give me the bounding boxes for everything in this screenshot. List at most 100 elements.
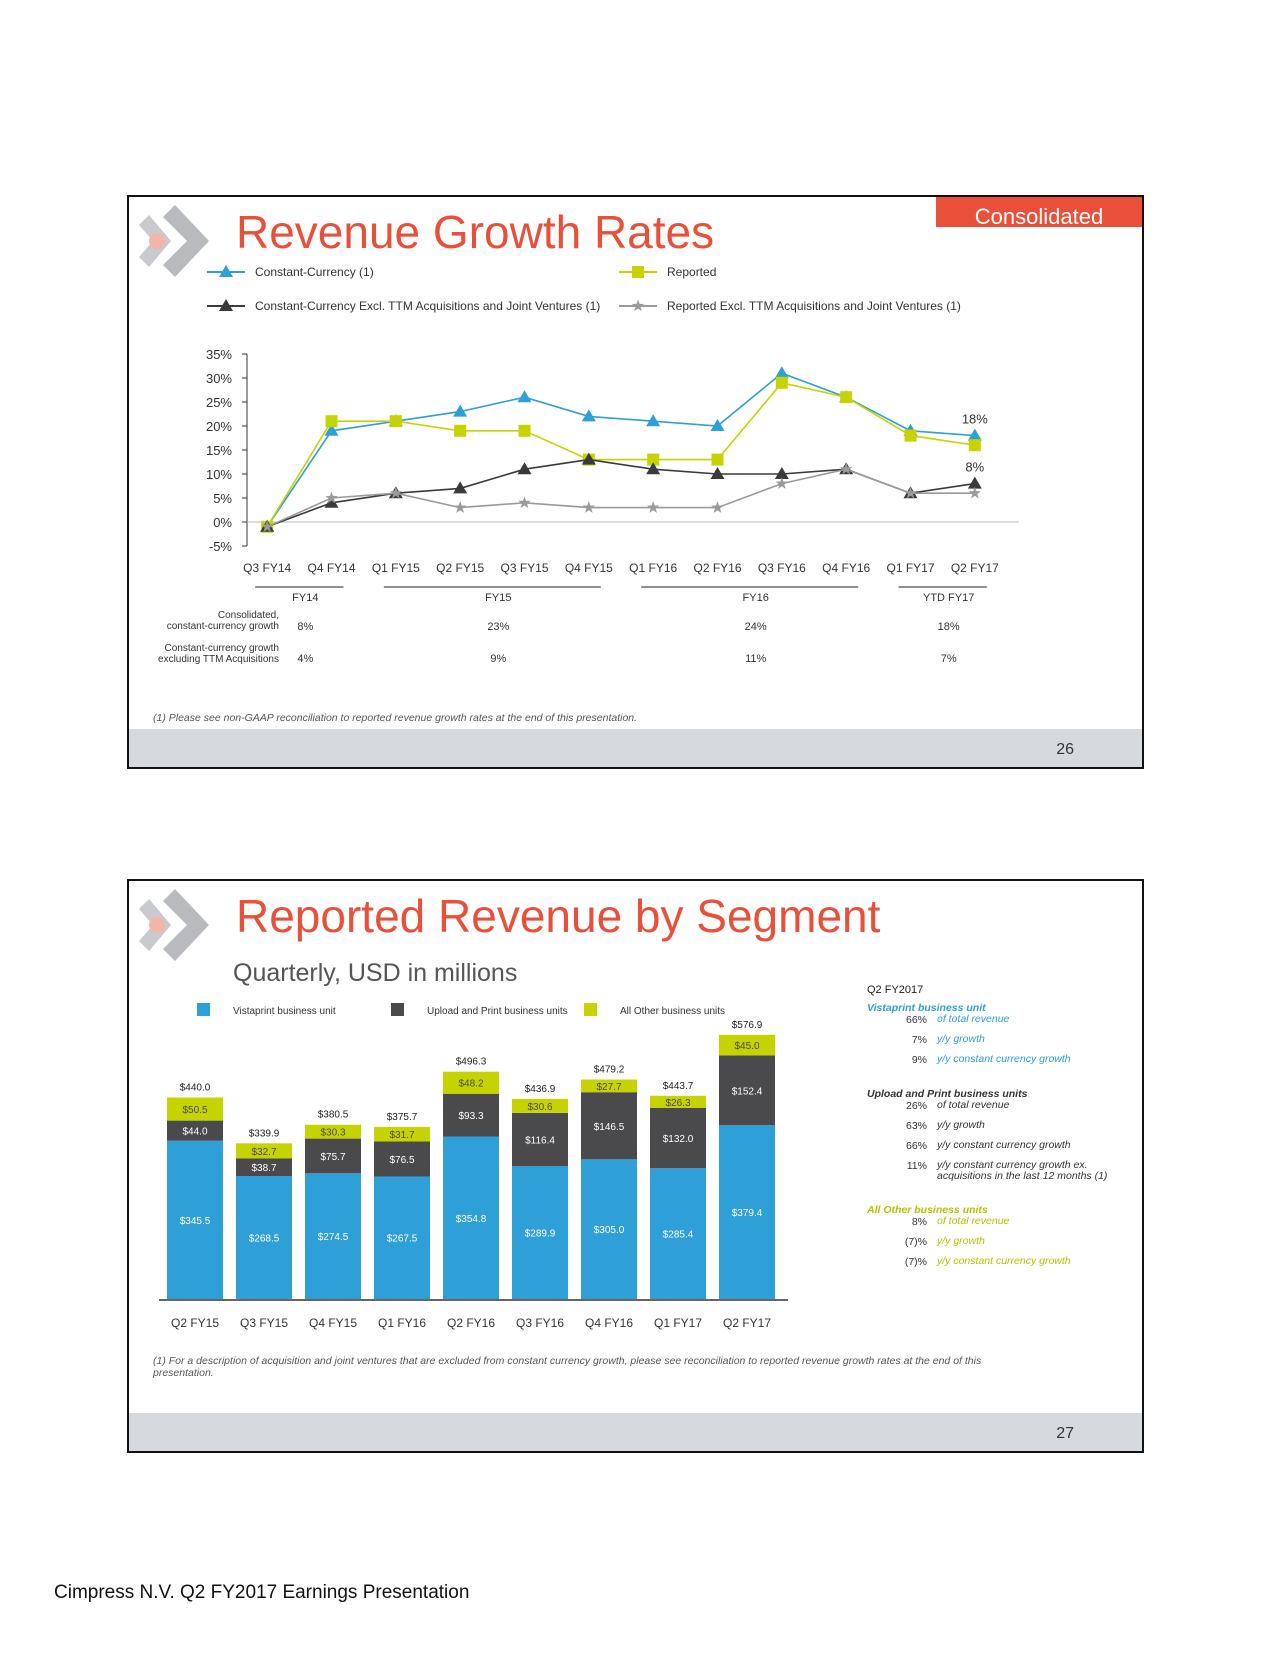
- panel-metric-value: 7%: [911, 1034, 927, 1046]
- bar-data-label: $268.5: [249, 1234, 280, 1245]
- data-point: [453, 481, 468, 494]
- legend-label: Upload and Print business units: [427, 1006, 568, 1017]
- panel-metric-label: y/y constant currency growth: [937, 1139, 1071, 1151]
- bar-data-label: $31.7: [389, 1130, 414, 1141]
- y-tick-label: -5%: [209, 539, 233, 554]
- summary-value: 11%: [745, 653, 766, 665]
- bar-segment: [512, 1098, 568, 1113]
- x-tick-label: Q1 FY15: [372, 561, 420, 575]
- footnote: (1) Please see non-GAAP reconciliation t…: [153, 712, 638, 724]
- data-point: [646, 414, 661, 427]
- bar-data-label: $76.5: [389, 1155, 414, 1166]
- x-tick-label: Q4 FY15: [565, 561, 613, 575]
- data-point: [517, 390, 532, 403]
- bar-segment: [512, 1166, 568, 1299]
- panel-heading: Q2 FY2017: [867, 984, 924, 996]
- bar-segment: [512, 1112, 568, 1167]
- y-tick-label: 35%: [206, 347, 232, 362]
- y-tick-label: 10%: [206, 467, 232, 482]
- x-tick-label: Q2 FY16: [693, 561, 741, 575]
- panel-metric-row: 66% y/y constant currency growth: [867, 1140, 1137, 1160]
- panel-segment-name: All Other business units: [867, 1204, 988, 1216]
- bar-total-label: $380.5: [318, 1110, 349, 1121]
- data-point: [518, 496, 531, 509]
- panel-metric-value: 26%: [905, 1100, 927, 1112]
- summary-value: 24%: [745, 621, 767, 633]
- data-point: [710, 467, 725, 479]
- x-tick-label: Q4 FY16: [585, 1316, 633, 1330]
- series-line: [266, 372, 975, 528]
- page-title: Revenue Growth Rates: [236, 206, 715, 258]
- x-tick-label: Q4 FY16: [822, 561, 870, 575]
- panel-metric-value: (7)%: [904, 1236, 927, 1248]
- bar-segment: [374, 1126, 430, 1142]
- data-point: [968, 439, 981, 452]
- bar-data-label: $48.2: [458, 1079, 483, 1090]
- period-label: YTD FY17: [923, 592, 974, 604]
- subtitle: Quarterly, USD in millions: [233, 959, 518, 987]
- data-point: [454, 424, 467, 437]
- period-label: FY16: [743, 592, 769, 604]
- data-point: [904, 429, 917, 442]
- segment-revenue-bar-chart: Vistaprint business unit Upload and Print…: [159, 1003, 788, 1330]
- legend-marker-icon: [632, 266, 644, 278]
- bar-data-label: $27.7: [596, 1082, 621, 1093]
- x-tick-label: Q2 FY15: [436, 561, 484, 575]
- x-tick-label: Q2 FY15: [171, 1316, 219, 1330]
- bar-data-label: $30.3: [320, 1128, 345, 1139]
- bar-segment: [167, 1120, 223, 1141]
- legend-label: Reported: [667, 265, 716, 279]
- x-tick-label: Q3 FY16: [516, 1316, 564, 1330]
- data-point: [324, 495, 339, 508]
- bar-data-label: $289.9: [525, 1229, 556, 1240]
- summary-value: 8%: [297, 621, 313, 633]
- x-tick-label: Q3 FY16: [758, 561, 806, 575]
- x-tick-label: Q3 FY15: [500, 561, 548, 575]
- data-point: [904, 486, 917, 499]
- bar-data-label: $30.6: [527, 1102, 552, 1113]
- data-point: [453, 404, 468, 417]
- x-tick-label: Q3 FY15: [240, 1316, 288, 1330]
- bar-data-label: $93.3: [458, 1111, 483, 1122]
- summary-row-label: Consolidated,: [218, 610, 279, 621]
- revenue-growth-line-chart: Constant-Currency (1) Constant-Currency E…: [158, 265, 1019, 665]
- bar-data-label: $116.4: [525, 1136, 555, 1147]
- legend-marker-icon: [219, 299, 233, 311]
- legend-marker-icon: [631, 299, 645, 312]
- bar-segment: [236, 1143, 292, 1159]
- panel-metric-value: (7)%: [904, 1256, 927, 1268]
- data-point: [389, 486, 402, 499]
- panel-metric-row: 63% y/y growth: [867, 1120, 1137, 1140]
- bar-data-label: $345.5: [180, 1216, 211, 1227]
- bar-segment: [374, 1176, 430, 1299]
- panel-metric-value: 63%: [905, 1120, 927, 1132]
- series-line: [266, 468, 975, 528]
- footer-bar: [129, 729, 1142, 767]
- bar-segment: [443, 1071, 499, 1094]
- bar-total-label: $339.9: [249, 1128, 280, 1139]
- data-point: [775, 477, 788, 489]
- data-point: [517, 462, 532, 475]
- page-title: Reported Revenue by Segment: [236, 890, 881, 942]
- bar-segment: [443, 1136, 499, 1299]
- panel-metric-row: 66% of total revenue: [867, 1014, 1137, 1034]
- x-tick-label: Q1 FY17: [886, 561, 934, 575]
- bar-data-label: $354.8: [456, 1214, 487, 1225]
- y-tick-label: 20%: [206, 419, 232, 434]
- y-tick-label: 5%: [213, 491, 232, 506]
- panel-metric-label: of total revenue: [937, 1215, 1010, 1227]
- panel-metric-row: 11% y/y constant currency growth ex. acqu…: [867, 1160, 1137, 1190]
- x-tick-label: Q3 FY14: [243, 561, 291, 575]
- panel-metric-row: 9% y/y constant currency growth: [867, 1054, 1137, 1074]
- legend-marker-icon: [219, 265, 233, 277]
- bar-data-label: $285.4: [663, 1230, 694, 1241]
- panel-metric-row: 8% of total revenue: [867, 1216, 1137, 1236]
- bar-segment: [719, 1034, 775, 1056]
- panel-metric-label: y/y constant currency growth ex. acquisi…: [937, 1159, 1108, 1182]
- bar-total-label: $443.7: [663, 1081, 694, 1092]
- footnote: (1) For a description of acquisition and…: [153, 1355, 982, 1379]
- y-tick-label: 0%: [213, 515, 232, 530]
- bar-data-label: $44.0: [182, 1127, 207, 1138]
- summary-value: 7%: [941, 653, 957, 665]
- bar-data-label: $146.5: [594, 1122, 625, 1133]
